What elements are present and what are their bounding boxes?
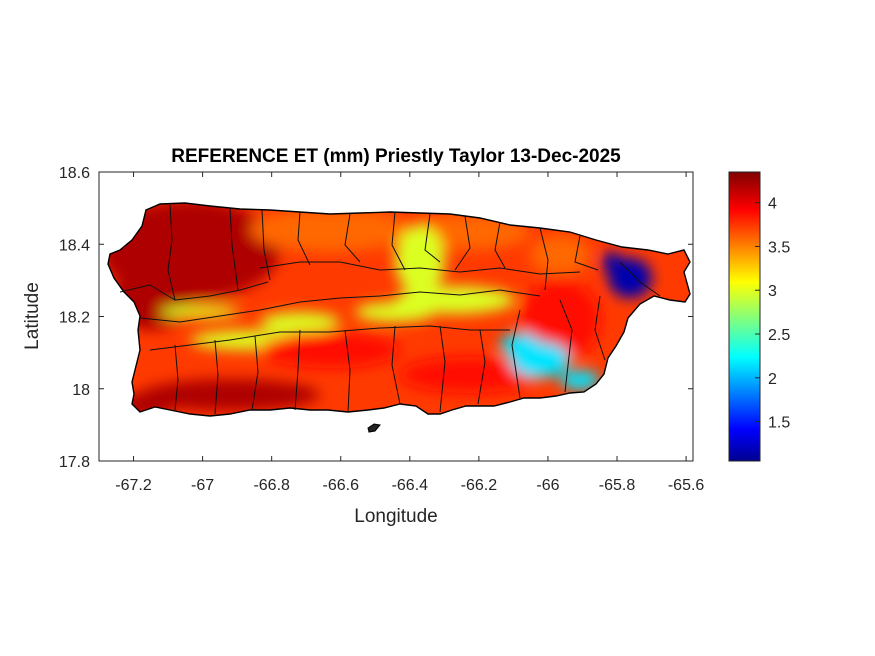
colorbar-tick-label: 1.5 xyxy=(768,415,790,432)
municipality-border xyxy=(594,295,606,361)
municipality-border xyxy=(261,209,271,281)
municipality-border xyxy=(229,207,239,291)
colorbar-tick-label: 4 xyxy=(768,196,777,213)
municipality-border xyxy=(439,325,446,413)
x-tick-label: -66.6 xyxy=(323,477,360,494)
x-tick-label: -65.6 xyxy=(668,477,705,494)
heat-blob-west xyxy=(140,379,320,411)
municipality-border xyxy=(511,309,521,399)
municipality-border xyxy=(259,261,581,275)
heat-blob-east-el-yunque xyxy=(602,252,622,272)
municipality-border xyxy=(344,329,351,413)
heat-blob-south-coast xyxy=(260,332,400,368)
heat-blob-central-interior xyxy=(160,306,240,318)
heat-blob-north-central xyxy=(250,208,410,252)
municipality-border xyxy=(174,344,179,411)
x-tick-label: -66.4 xyxy=(392,477,429,494)
x-tick-label: -66.8 xyxy=(253,477,290,494)
municipality-border xyxy=(539,227,549,291)
municipality-border xyxy=(454,215,471,271)
heat-blob-southeast-valley xyxy=(560,370,600,390)
heat-blob-southeast-valley xyxy=(500,333,540,357)
island-outline xyxy=(107,202,691,417)
y-tick-label: 18 xyxy=(72,382,90,399)
municipality-border xyxy=(344,213,361,263)
x-tick-label: -66 xyxy=(536,477,559,494)
x-tick-label: -67 xyxy=(191,477,214,494)
municipality-border xyxy=(391,325,401,405)
municipality-border xyxy=(424,213,441,263)
y-tick-label: 18.6 xyxy=(59,165,90,182)
municipality-border xyxy=(214,339,219,415)
x-tick-label: -66.2 xyxy=(461,477,498,494)
x-axis: -67.2 -67 -66.8 -66.6 -66.4 -66.2 -66 -65.8 -65.… xyxy=(115,172,704,494)
heat-blob-central-interior xyxy=(260,312,340,332)
municipality-border xyxy=(119,281,269,301)
x-tick-label: -67.2 xyxy=(115,477,152,494)
municipality-border xyxy=(477,329,486,405)
municipality-border xyxy=(391,211,406,271)
municipality-border xyxy=(574,235,599,271)
colorbar xyxy=(728,171,761,462)
y-axis: 18.6 18.4 18.2 18 17.8 xyxy=(59,165,693,471)
heat-blob-south-coast xyxy=(520,280,600,360)
colorbar-tick-label: 2.5 xyxy=(768,327,790,344)
municipality-border xyxy=(619,261,661,297)
chart-title: REFERENCE ET (mm) Priestly Taylor 13-Dec… xyxy=(171,146,621,167)
municipality-border xyxy=(559,299,573,393)
colorbar-ticks: 1.5 2 2.5 3 3.5 4 xyxy=(755,196,790,432)
municipality-border xyxy=(139,289,541,323)
colorbar-tick-label: 3 xyxy=(768,283,777,300)
heat-blob-central-interior xyxy=(395,225,445,295)
municipality-border xyxy=(294,329,301,411)
y-axis-label: Latitude xyxy=(22,282,43,350)
municipality-border xyxy=(297,211,311,266)
municipality-border xyxy=(167,204,176,301)
y-tick-label: 18.2 xyxy=(59,310,90,327)
x-tick-label: -65.8 xyxy=(599,477,636,494)
heat-blob-north-central xyxy=(530,235,590,275)
municipality-border xyxy=(149,325,510,351)
municipality-borders xyxy=(119,204,661,415)
colorbar-tick-label: 3.5 xyxy=(768,239,790,256)
x-axis-label: Longitude xyxy=(354,506,437,527)
colorbar-tick-label: 2 xyxy=(768,371,777,388)
municipality-border xyxy=(494,221,506,269)
caja-de-muertos-island xyxy=(367,423,381,433)
heat-blob-south-coast xyxy=(400,357,540,393)
y-tick-label: 18.4 xyxy=(59,237,90,254)
municipality-border xyxy=(251,335,259,411)
y-tick-label: 17.8 xyxy=(59,454,90,471)
